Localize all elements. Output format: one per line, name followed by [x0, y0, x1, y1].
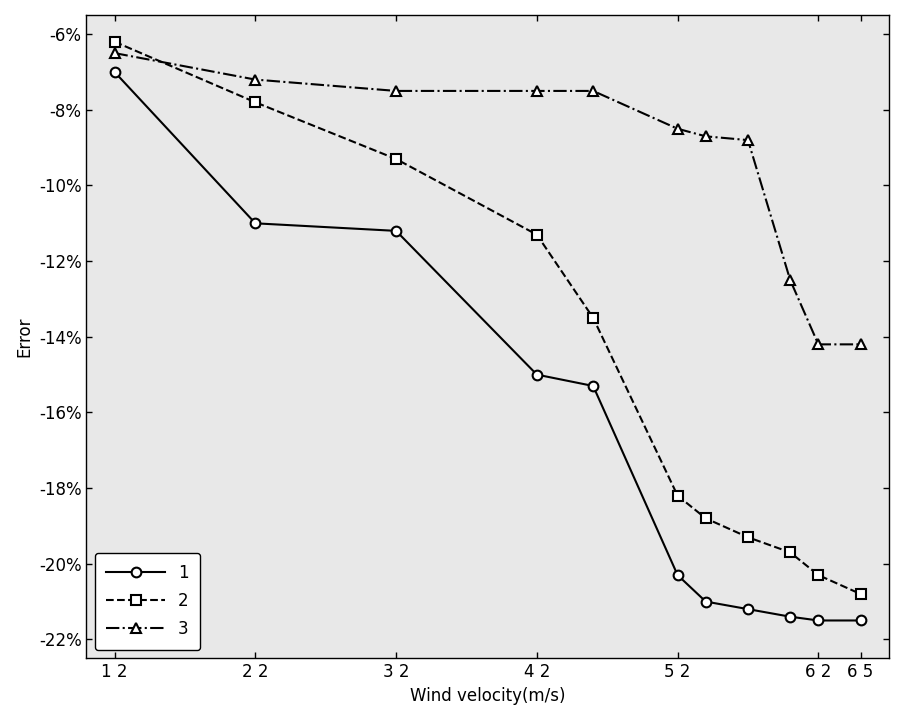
3	[784, 276, 795, 284]
2	[531, 230, 542, 239]
1	[741, 605, 752, 613]
Line: 2: 2	[109, 37, 864, 599]
Legend: 1, 2, 3: 1, 2, 3	[95, 553, 200, 650]
X-axis label: Wind velocity(m/s): Wind velocity(m/s)	[409, 687, 564, 705]
2	[784, 548, 795, 557]
3	[390, 86, 401, 95]
1	[854, 616, 865, 625]
2	[109, 37, 120, 46]
2	[587, 313, 598, 322]
3	[854, 340, 865, 348]
Line: 1: 1	[109, 67, 864, 626]
1	[390, 227, 401, 235]
1	[700, 598, 711, 606]
3	[700, 132, 711, 140]
1	[531, 370, 542, 379]
Y-axis label: Error: Error	[15, 317, 33, 357]
2	[249, 98, 260, 107]
2	[812, 571, 823, 580]
3	[587, 86, 598, 95]
2	[741, 533, 752, 541]
3	[672, 125, 683, 133]
Line: 3: 3	[109, 48, 864, 349]
2	[700, 514, 711, 523]
3	[741, 136, 752, 145]
3	[109, 49, 120, 58]
3	[249, 76, 260, 84]
1	[587, 382, 598, 390]
1	[109, 68, 120, 76]
1	[249, 219, 260, 228]
1	[784, 613, 795, 621]
1	[812, 616, 823, 625]
1	[672, 571, 683, 580]
3	[531, 86, 542, 95]
2	[390, 155, 401, 163]
2	[672, 491, 683, 500]
2	[854, 590, 865, 598]
3	[812, 340, 823, 348]
